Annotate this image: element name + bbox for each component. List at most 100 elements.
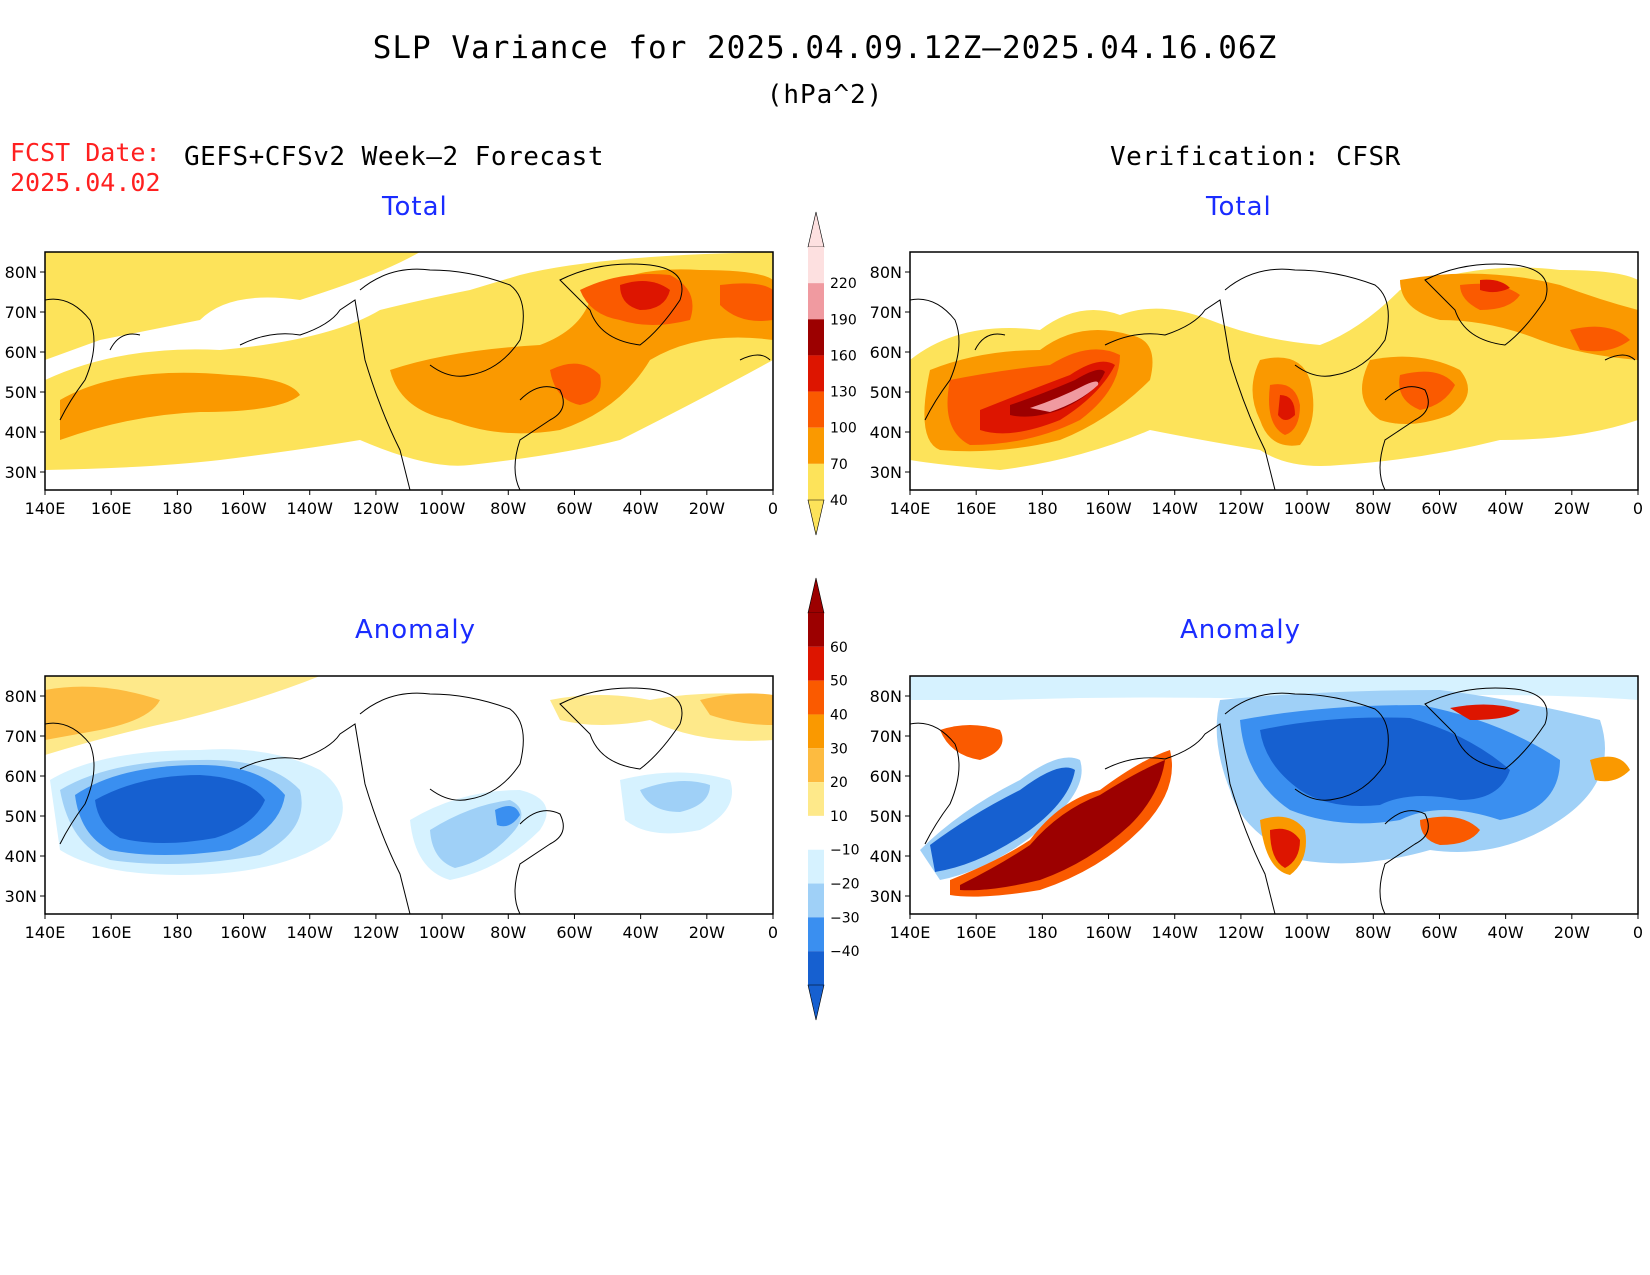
lon-tick-label: 160E bbox=[956, 923, 997, 942]
lon-tick-label: 180 bbox=[162, 923, 193, 942]
verif-anom-subtitle: Anomaly bbox=[1180, 615, 1302, 645]
lon-tick-label: 140W bbox=[287, 499, 334, 518]
anom-colorbar-swatch bbox=[808, 883, 824, 918]
lon-tick-label: 160E bbox=[91, 923, 132, 942]
fcst-anom-fill bbox=[45, 676, 773, 880]
coastline-outline bbox=[910, 687, 1548, 914]
total-colorbar-label: 190 bbox=[830, 312, 857, 328]
lon-tick-label: 80W bbox=[1355, 923, 1391, 942]
lon-tick-label: 120W bbox=[1218, 923, 1265, 942]
anom-colorbar-swatch bbox=[808, 680, 824, 715]
lon-tick-label: 0 bbox=[1633, 923, 1643, 942]
lon-tick-label: 120W bbox=[353, 499, 400, 518]
lon-tick-label: 160W bbox=[220, 499, 267, 518]
anom-colorbar-label: 10 bbox=[830, 809, 848, 825]
anom-colorbar-swatch bbox=[808, 646, 824, 681]
verif-anom-fill bbox=[910, 676, 1638, 897]
anom-colorbar-swatch bbox=[808, 951, 824, 985]
lon-tick-label: 60W bbox=[1421, 499, 1457, 518]
lat-tick-label: 40N bbox=[870, 423, 902, 442]
anom-colorbar-swatch bbox=[808, 748, 824, 783]
total-colorbar-bottom-arrow bbox=[807, 499, 825, 536]
lat-tick-label: 70N bbox=[870, 727, 902, 746]
lat-tick-label: 80N bbox=[870, 687, 902, 706]
total-colorbar-swatch bbox=[808, 319, 824, 356]
forecast-header: GEFS+CFSv2 Week–2 Forecast bbox=[184, 142, 604, 172]
lon-tick-label: 140W bbox=[1152, 499, 1199, 518]
lon-tick-label: 0 bbox=[768, 923, 778, 942]
lon-tick-label: 140E bbox=[890, 499, 931, 518]
lon-tick-label: 0 bbox=[1633, 499, 1643, 518]
total-colorbar-label: 160 bbox=[830, 348, 857, 364]
anom-colorbar-label: 30 bbox=[830, 741, 848, 757]
lat-tick-label: 40N bbox=[5, 847, 37, 866]
anom-colorbar-label: −30 bbox=[830, 910, 860, 926]
lon-tick-label: 180 bbox=[162, 499, 193, 518]
lat-tick-label: 60N bbox=[5, 767, 37, 786]
anom-colorbar-label: −20 bbox=[830, 877, 860, 893]
lon-tick-label: 160W bbox=[1085, 923, 1132, 942]
lon-tick-label: 40W bbox=[623, 923, 659, 942]
verif-total-map bbox=[909, 251, 1639, 491]
anom-colorbar-bottom-arrow bbox=[807, 984, 825, 1021]
lon-tick-label: 40W bbox=[623, 499, 659, 518]
total-colorbar-label: 40 bbox=[830, 493, 848, 509]
lat-tick-label: 80N bbox=[5, 263, 37, 282]
anom-colorbar-label: 20 bbox=[830, 775, 848, 791]
lat-tick-label: 50N bbox=[5, 807, 37, 826]
fcst-anom-map bbox=[44, 675, 774, 915]
forecast-date-label: FCST Date: bbox=[10, 138, 161, 167]
lat-tick-label: 70N bbox=[870, 303, 902, 322]
lon-tick-label: 180 bbox=[1027, 923, 1058, 942]
total-colorbar-top-arrow bbox=[807, 211, 825, 248]
fcst-total-map bbox=[44, 251, 774, 491]
total-colorbar-swatch bbox=[808, 391, 824, 428]
lat-tick-label: 70N bbox=[5, 303, 37, 322]
lat-tick-label: 30N bbox=[5, 463, 37, 482]
anom-colorbar-swatch bbox=[808, 714, 824, 749]
anom-colorbar-swatch bbox=[808, 849, 824, 884]
lon-tick-label: 120W bbox=[353, 923, 400, 942]
total-colorbar-swatch bbox=[808, 247, 824, 284]
lat-tick-label: 50N bbox=[870, 383, 902, 402]
total-colorbar-label: 100 bbox=[830, 421, 857, 437]
coastline-outline bbox=[45, 687, 683, 914]
anom-colorbar-label: −40 bbox=[830, 944, 860, 960]
lon-tick-label: 80W bbox=[490, 499, 526, 518]
axis-labels: 80N 70N 60N 50N 40N 30N 140E 160E 180 160W 140W 120… bbox=[5, 263, 1643, 942]
lon-tick-label: 100W bbox=[419, 499, 466, 518]
anom-colorbar-swatch bbox=[808, 815, 824, 850]
lat-tick-label: 60N bbox=[870, 767, 902, 786]
lon-tick-label: 0 bbox=[768, 499, 778, 518]
lon-tick-label: 160E bbox=[91, 499, 132, 518]
anom-colorbar-label: −10 bbox=[830, 843, 860, 859]
lon-tick-label: 140W bbox=[1152, 923, 1199, 942]
lat-tick-label: 80N bbox=[5, 687, 37, 706]
lat-tick-label: 30N bbox=[870, 887, 902, 906]
lon-tick-label: 80W bbox=[490, 923, 526, 942]
units-label: (hPa^2) bbox=[766, 80, 884, 110]
lon-tick-label: 100W bbox=[1284, 923, 1331, 942]
total-colorbar-swatch bbox=[808, 283, 824, 320]
coastline-outline bbox=[45, 263, 771, 490]
lon-tick-label: 140E bbox=[25, 923, 66, 942]
lon-tick-label: 60W bbox=[556, 923, 592, 942]
verif-total-subtitle: Total bbox=[1206, 192, 1272, 222]
lon-tick-label: 100W bbox=[419, 923, 466, 942]
anom-colorbar-label: 50 bbox=[830, 674, 848, 690]
lon-tick-label: 40W bbox=[1488, 499, 1524, 518]
lat-tick-label: 40N bbox=[5, 423, 37, 442]
lon-tick-label: 100W bbox=[1284, 499, 1331, 518]
lon-tick-label: 20W bbox=[1554, 923, 1590, 942]
anom-colorbar-swatch bbox=[808, 613, 824, 647]
lon-tick-label: 140E bbox=[25, 499, 66, 518]
coastline-outline bbox=[910, 263, 1636, 490]
lon-tick-label: 80W bbox=[1355, 499, 1391, 518]
total-colorbar-label: 70 bbox=[830, 457, 848, 473]
lon-tick-label: 20W bbox=[689, 923, 725, 942]
lat-tick-label: 70N bbox=[5, 727, 37, 746]
anom-colorbar-swatch bbox=[808, 782, 824, 816]
lat-tick-label: 80N bbox=[870, 263, 902, 282]
lat-tick-label: 30N bbox=[870, 463, 902, 482]
fcst-anom-subtitle: Anomaly bbox=[355, 615, 477, 645]
